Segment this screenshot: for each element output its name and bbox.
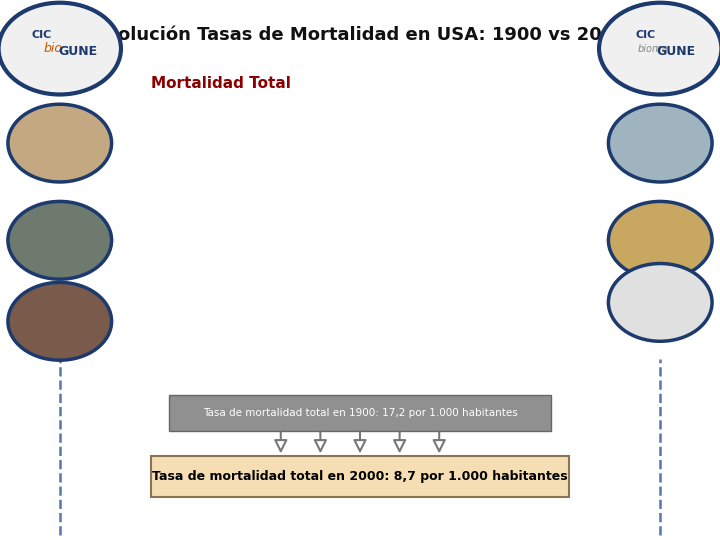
Circle shape	[608, 264, 712, 341]
Text: GUNE: GUNE	[657, 45, 696, 58]
Circle shape	[608, 104, 712, 182]
Text: bioma: bioma	[638, 44, 668, 53]
Circle shape	[8, 201, 112, 279]
Text: GUNE: GUNE	[58, 45, 97, 58]
Text: bio: bio	[43, 42, 62, 55]
Text: CIC: CIC	[636, 30, 656, 40]
Text: Tasa de mortalidad total en 2000: 8,7 por 1.000 habitantes: Tasa de mortalidad total en 2000: 8,7 po…	[152, 470, 568, 483]
Circle shape	[608, 201, 712, 279]
Circle shape	[8, 104, 112, 182]
Text: CIC: CIC	[32, 30, 52, 40]
FancyBboxPatch shape	[169, 395, 551, 431]
FancyBboxPatch shape	[151, 456, 569, 497]
Text: Tasa de mortalidad total en 1900: 17,2 por 1.000 habitantes: Tasa de mortalidad total en 1900: 17,2 p…	[202, 408, 518, 418]
Circle shape	[8, 282, 112, 360]
Circle shape	[599, 3, 720, 94]
Text: Mortalidad Total: Mortalidad Total	[151, 76, 291, 91]
Text: Evolución Tasas de Mortalidad en USA: 1900 vs 2000: Evolución Tasas de Mortalidad en USA: 19…	[94, 26, 626, 44]
Circle shape	[0, 3, 121, 94]
